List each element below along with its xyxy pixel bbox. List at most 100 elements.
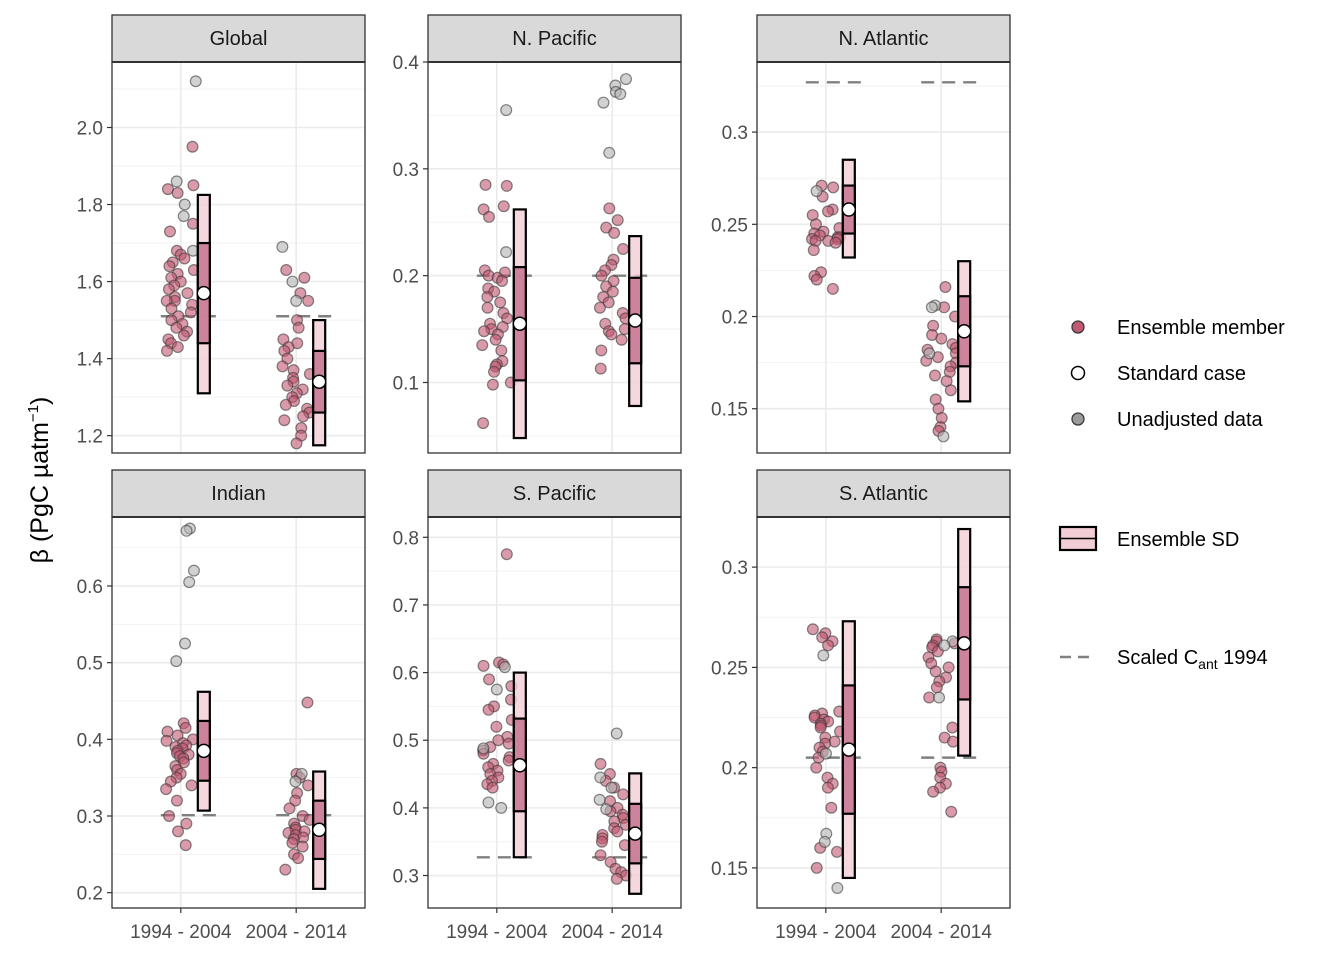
ensemble-member-point bbox=[495, 344, 508, 357]
standard-case-point bbox=[311, 822, 327, 838]
ensemble-member-point bbox=[930, 681, 943, 694]
ensemble-member-point bbox=[822, 205, 835, 218]
unadjusted-point bbox=[170, 655, 183, 668]
ensemble-member-point bbox=[160, 783, 173, 796]
legend-scaled-sub: ant bbox=[1198, 656, 1218, 672]
ensemble-member-point bbox=[617, 788, 630, 801]
ensemble-member-point bbox=[481, 291, 494, 304]
y-tick-label: 0.6 bbox=[77, 577, 103, 598]
unadjusted-point bbox=[593, 793, 606, 806]
ensemble-member-point bbox=[595, 344, 608, 357]
legend-unadjusted-icon bbox=[1071, 412, 1085, 426]
ensemble-member-point bbox=[939, 281, 952, 294]
x-tick-label: 1994 - 2004 bbox=[775, 922, 877, 943]
legend-label: Unadjusted data bbox=[1117, 409, 1264, 431]
legend-scaled-suffix: 1994 bbox=[1218, 647, 1268, 669]
ensemble-member-point bbox=[476, 339, 489, 352]
y-tick-label: 0.2 bbox=[722, 759, 748, 780]
ensemble-member-point bbox=[297, 410, 310, 423]
x-tick-label: 2004 - 2014 bbox=[561, 922, 663, 943]
y-tick-label: 0.5 bbox=[393, 731, 419, 752]
y-tick-label: 0.2 bbox=[722, 308, 748, 329]
unadjusted-point bbox=[295, 767, 308, 780]
y-tick-label: 0.8 bbox=[393, 528, 419, 549]
ensemble-member-point bbox=[187, 179, 200, 192]
legend: Ensemble member Standard case Unadjusted d… bbox=[1058, 317, 1285, 672]
ensemble-member-point bbox=[492, 734, 505, 747]
ensemble-member-point bbox=[302, 294, 315, 307]
legend-standard-icon bbox=[1070, 365, 1086, 381]
standard-case-point bbox=[627, 826, 643, 841]
ensemble-member-point bbox=[610, 872, 623, 885]
unadjusted-point bbox=[178, 198, 191, 211]
unadjusted-point bbox=[289, 775, 302, 788]
ensemble-member-point bbox=[497, 200, 510, 213]
standard-case-point bbox=[627, 313, 643, 328]
ensemble-member-point bbox=[280, 264, 293, 277]
unadjusted-point bbox=[477, 742, 490, 755]
ensemble-member-point bbox=[593, 301, 606, 314]
ensemble-member-point bbox=[935, 332, 948, 345]
panel-s-pacific: 0.3 0.4 0.5 0.6 0.7 0.8 S. Pacific 1994 - 2004 2… bbox=[393, 469, 682, 943]
ensemble-member-point bbox=[486, 378, 499, 391]
panel-n-pacific: 0.1 0.2 0.3 0.4 N. Pacific bbox=[393, 14, 682, 454]
ensemble-member-point bbox=[478, 325, 491, 338]
ensemble-member-point bbox=[302, 779, 315, 792]
ensemble-member-point bbox=[945, 805, 958, 818]
panel-background bbox=[112, 62, 365, 453]
y-tick-label: 0.3 bbox=[77, 807, 103, 828]
y-axis-title-end: ) bbox=[26, 397, 54, 405]
ensemble-member-point bbox=[160, 734, 173, 747]
ensemble-member-point bbox=[286, 836, 299, 849]
y-tick-label: 0.1 bbox=[393, 373, 419, 394]
ensemble-member-point bbox=[482, 703, 495, 716]
panel-global: 1.2 1.4 1.6 1.8 2.0 Global bbox=[77, 14, 366, 454]
unadjusted-point bbox=[818, 835, 831, 848]
standard-case-point bbox=[956, 636, 972, 651]
y-tick-label: 1.2 bbox=[77, 427, 103, 448]
ensemble-member-point bbox=[827, 181, 840, 194]
ensemble-member-point bbox=[479, 178, 492, 191]
ensemble-member-point bbox=[608, 226, 621, 239]
ensemble-member-point bbox=[279, 863, 292, 876]
y-tick-label: 0.7 bbox=[393, 596, 419, 617]
unadjusted-point bbox=[170, 175, 183, 188]
ensemble-member-point bbox=[502, 754, 515, 767]
ensemble-member-point bbox=[594, 757, 607, 770]
strip-title: S. Pacific bbox=[513, 483, 596, 505]
ensemble-member-point bbox=[477, 659, 490, 672]
ensemble-member-point bbox=[822, 639, 835, 652]
ensemble-member-point bbox=[276, 360, 289, 373]
ensemble-member-point bbox=[500, 179, 513, 192]
ensemble-member-point bbox=[163, 225, 176, 238]
y-tick-label: 0.5 bbox=[77, 654, 103, 675]
ensemble-member-point bbox=[184, 306, 197, 319]
ensemble-member-point bbox=[163, 260, 176, 273]
y-tick-label: 0.15 bbox=[711, 400, 748, 421]
ensemble-member-point bbox=[810, 861, 823, 874]
y-tick-label: 1.6 bbox=[77, 273, 103, 294]
y-tick-label: 0.4 bbox=[393, 53, 420, 74]
y-tick-label: 0.15 bbox=[711, 859, 748, 880]
standard-case-point bbox=[512, 316, 528, 331]
ensemble-member-point bbox=[292, 321, 305, 334]
standard-case-point bbox=[956, 324, 972, 339]
strip-title: Global bbox=[210, 28, 268, 50]
panel-background bbox=[112, 517, 365, 908]
ensemble-member-point bbox=[814, 721, 827, 734]
ensemble-member-point bbox=[946, 721, 959, 734]
x-tick-label: 1994 - 2004 bbox=[446, 922, 548, 943]
ensemble-member-point bbox=[298, 271, 311, 284]
ensemble-member-point bbox=[602, 296, 615, 309]
x-tick-label: 2004 - 2014 bbox=[890, 922, 992, 943]
y-tick-label: 0.4 bbox=[77, 730, 104, 751]
ensemble-member-point bbox=[163, 809, 176, 822]
ensemble-member-point bbox=[502, 737, 515, 750]
unadjusted-point bbox=[500, 104, 513, 117]
ensemble-member-point bbox=[283, 802, 296, 815]
legend-member-icon bbox=[1071, 320, 1085, 334]
unadjusted-point bbox=[177, 210, 190, 223]
strip-title: N. Atlantic bbox=[838, 28, 928, 50]
standard-case-point bbox=[841, 742, 857, 757]
ensemble-member-point bbox=[611, 214, 624, 227]
